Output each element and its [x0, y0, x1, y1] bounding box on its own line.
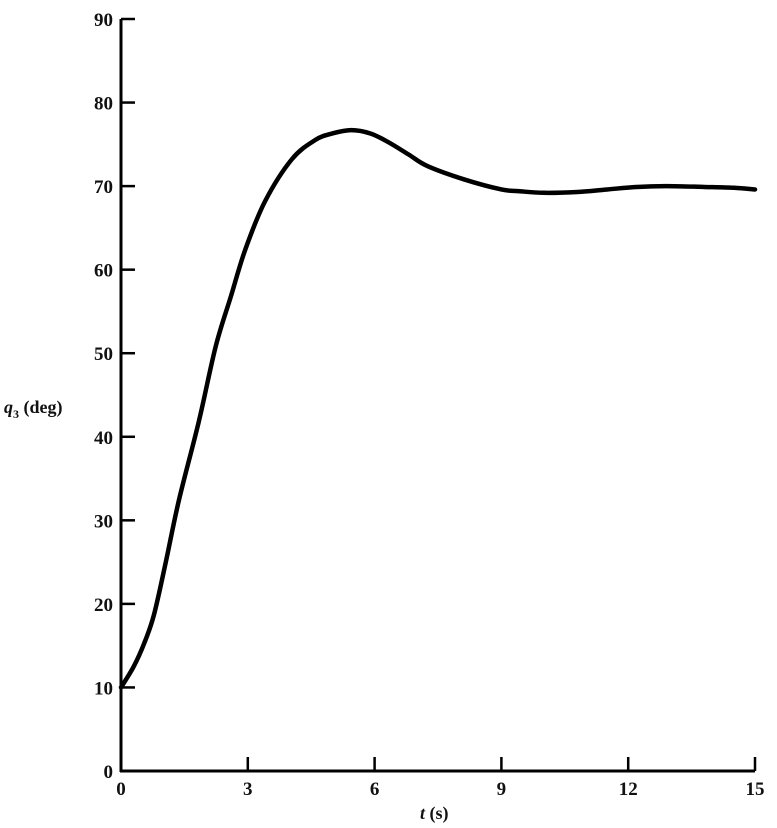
y-axis-label: q3 (deg)	[4, 397, 63, 421]
x-tick-label: 0	[116, 779, 126, 800]
y-tick-label: 30	[94, 511, 113, 532]
ticks: 0 10 20 30 40 50 60 70 80 90 0 3 6 9 12 15	[94, 10, 765, 800]
x-tick-label: 3	[243, 779, 253, 800]
x-tick-label: 15	[746, 779, 765, 800]
y-tick-label: 60	[94, 261, 113, 282]
x-tick-label: 6	[370, 779, 380, 800]
x-tick-label: 12	[619, 779, 638, 800]
y-tick-label: 80	[94, 94, 113, 115]
y-tick-label: 40	[94, 428, 113, 449]
y-tick-label: 50	[94, 344, 113, 365]
y-tick-label: 20	[94, 595, 113, 616]
axes	[119, 19, 755, 773]
y-tick-label: 0	[104, 762, 114, 783]
x-tick-label: 9	[497, 779, 507, 800]
x-axis-label: t (s)	[420, 803, 449, 824]
y-tick-label: 70	[94, 177, 113, 198]
y-tick-label: 10	[94, 678, 113, 699]
series-line	[118, 127, 758, 690]
y-tick-label: 90	[94, 10, 113, 31]
